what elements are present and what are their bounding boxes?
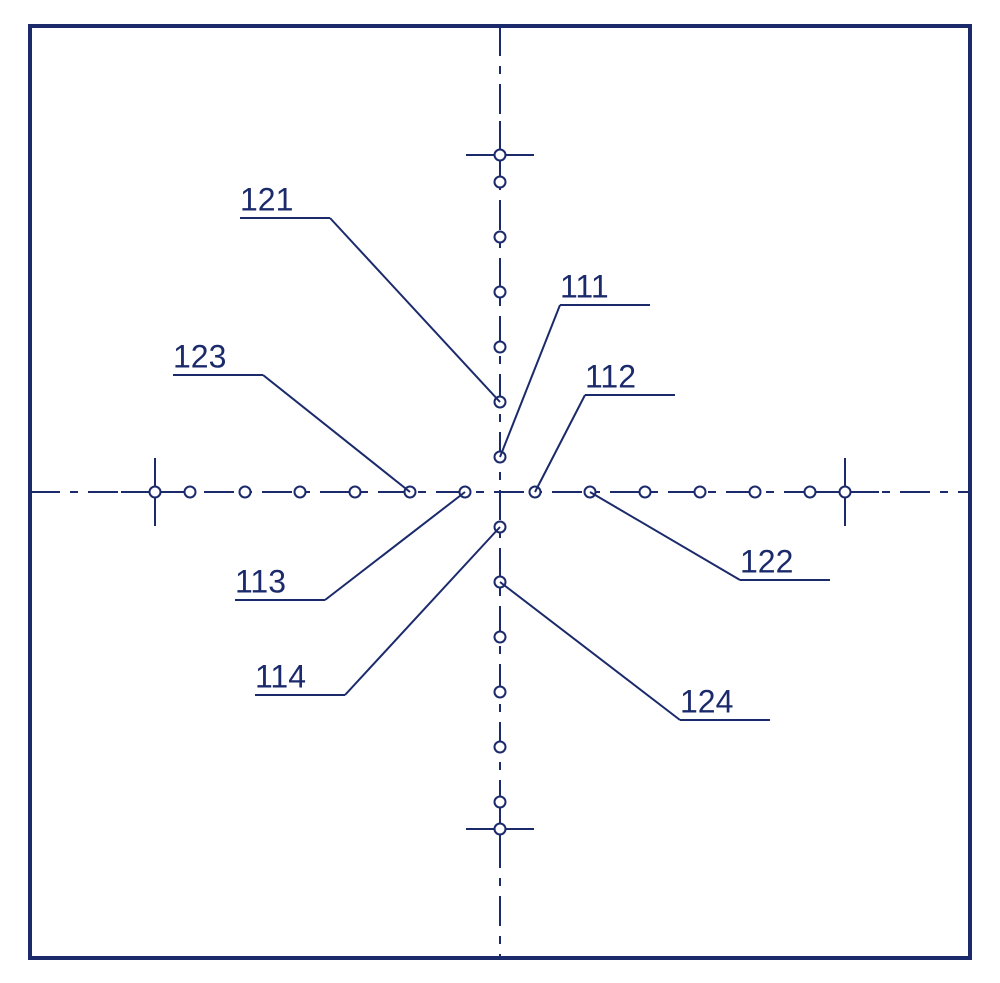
hole-outer-v-n-1 (495, 342, 506, 353)
label-113: 113 (235, 564, 286, 601)
axis-v-endmark-1 (495, 824, 506, 835)
hole-outer-h-n-1 (350, 487, 361, 498)
label-114: 114 (255, 659, 306, 696)
label-121: 121 (240, 182, 293, 219)
hole-outer-v-p-1 (495, 632, 506, 643)
leader-113 (325, 492, 465, 600)
leader-114 (345, 527, 500, 695)
hole-outer-v-n-2 (495, 287, 506, 298)
hole-outer-h-n-2 (295, 487, 306, 498)
label-123: 123 (173, 339, 226, 376)
leader-123 (263, 375, 410, 492)
axis-h-endmark-0 (150, 487, 161, 498)
hole-outer-h-n-4 (185, 487, 196, 498)
leader-111 (500, 305, 560, 457)
leader-112 (535, 395, 585, 492)
hole-outer-h-p-4 (805, 487, 816, 498)
axis-h-endmark-1 (840, 487, 851, 498)
leader-124 (500, 582, 680, 720)
label-122: 122 (740, 544, 793, 581)
leader-121 (330, 218, 500, 402)
hole-outer-v-p-3 (495, 742, 506, 753)
label-124: 124 (680, 684, 733, 721)
axis-v-endmark-0 (495, 150, 506, 161)
hole-outer-h-p-1 (640, 487, 651, 498)
hole-outer-v-n-4 (495, 177, 506, 188)
hole-outer-v-p-4 (495, 797, 506, 808)
hole-outer-v-n-3 (495, 232, 506, 243)
diagram-root: 121 111 123 112 113 122 114 124 (0, 0, 1000, 983)
label-112: 112 (585, 359, 636, 396)
hole-outer-h-n-3 (240, 487, 251, 498)
label-111: 111 (560, 269, 609, 306)
hole-outer-h-p-2 (695, 487, 706, 498)
hole-outer-v-p-2 (495, 687, 506, 698)
hole-outer-h-p-3 (750, 487, 761, 498)
diagram-svg (0, 0, 1000, 983)
leader-122 (590, 492, 740, 580)
